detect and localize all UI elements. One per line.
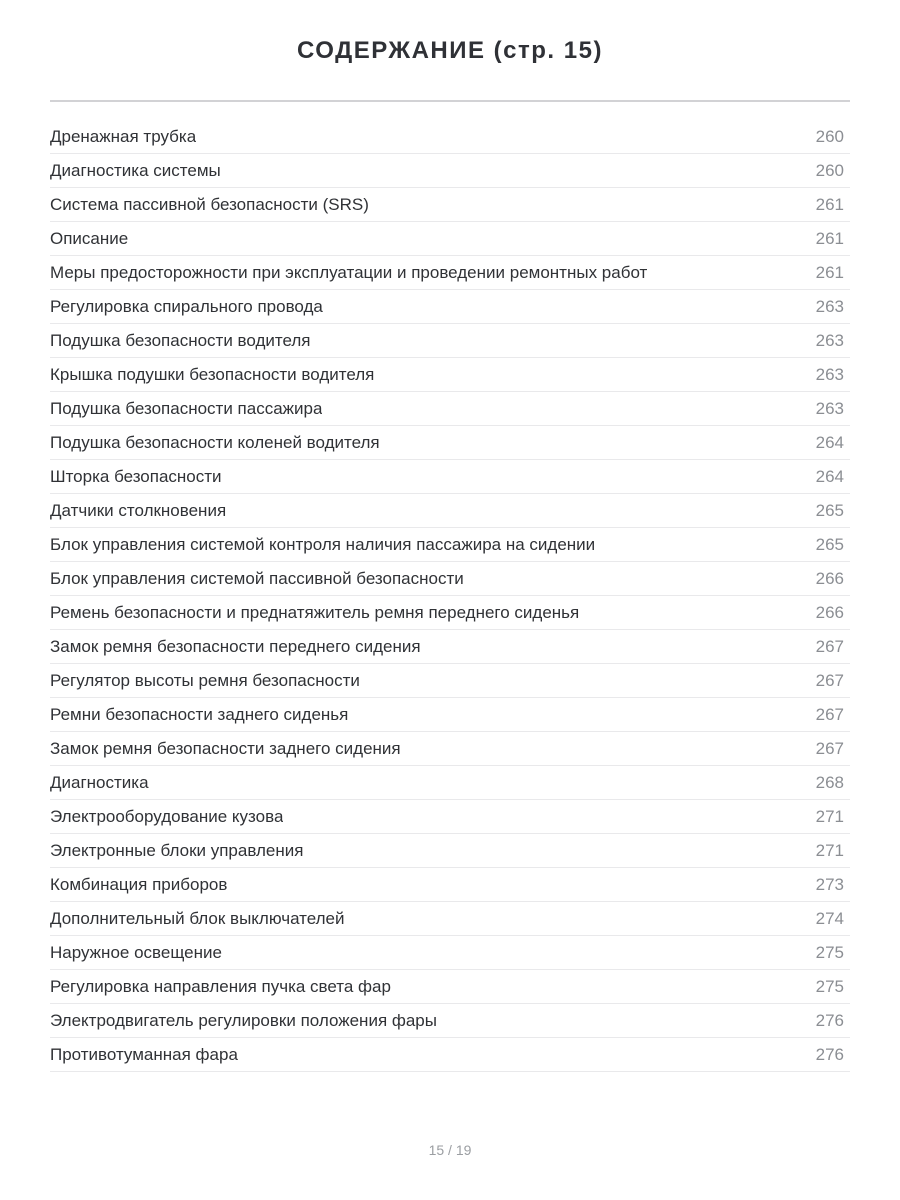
- toc-item-page: 260: [815, 160, 844, 180]
- toc-row[interactable]: Диагностика 268: [50, 766, 850, 800]
- toc-row[interactable]: Регулятор высоты ремня безопасности 267: [50, 664, 850, 698]
- toc-item-page: 271: [815, 806, 844, 826]
- toc-item-label: Дополнительный блок выключателей: [50, 908, 345, 928]
- toc-item-page: 261: [815, 228, 844, 248]
- toc-item-page: 273: [815, 874, 844, 894]
- toc-item-label: Ремни безопасности заднего сиденья: [50, 704, 349, 724]
- toc-row[interactable]: Замок ремня безопасности переднего сиден…: [50, 630, 850, 664]
- page-indicator: 15 / 19: [428, 1142, 472, 1158]
- toc-row[interactable]: Ремни безопасности заднего сиденья 267: [50, 698, 850, 732]
- toc-item-page: 263: [815, 398, 844, 418]
- toc-list: Дренажная трубка 260 Диагностика системы 26…: [50, 120, 850, 1072]
- toc-item-page: 275: [815, 942, 844, 962]
- toc-row[interactable]: Электродвигатель регулировки положения ф…: [50, 1004, 850, 1038]
- toc-row[interactable]: Подушка безопасности водителя 263: [50, 324, 850, 358]
- toc-item-label: Электродвигатель регулировки положения ф…: [50, 1010, 437, 1030]
- title-divider: [50, 100, 850, 102]
- toc-row[interactable]: Замок ремня безопасности заднего сидения…: [50, 732, 850, 766]
- toc-item-page: 261: [815, 262, 844, 282]
- toc-item-page: 271: [815, 840, 844, 860]
- toc-item-label: Подушка безопасности коленей водителя: [50, 432, 380, 452]
- toc-row[interactable]: Противотуманная фара 276: [50, 1038, 850, 1072]
- toc-item-label: Регулировка спирального провода: [50, 296, 323, 316]
- toc-item-label: Меры предосторожности при эксплуатации и…: [50, 262, 648, 282]
- toc-row[interactable]: Электрооборудование кузова 271: [50, 800, 850, 834]
- toc-content: СОДЕРЖАНИЕ (стр. 15) Дренажная трубка 260…: [50, 0, 850, 1072]
- toc-row[interactable]: Электронные блоки управления 271: [50, 834, 850, 868]
- toc-item-label: Дренажная трубка: [50, 126, 197, 146]
- toc-row[interactable]: Блок управления системой пассивной безоп…: [50, 562, 850, 596]
- toc-row[interactable]: Наружное освещение 275: [50, 936, 850, 970]
- toc-row[interactable]: Дополнительный блок выключателей 274: [50, 902, 850, 936]
- toc-item-label: Диагностика системы: [50, 160, 221, 180]
- toc-item-label: Блок управления системой контроля наличи…: [50, 534, 596, 554]
- toc-row[interactable]: Шторка безопасности 264: [50, 460, 850, 494]
- toc-item-page: 261: [815, 194, 844, 214]
- toc-item-page: 264: [815, 432, 844, 452]
- toc-item-page: 276: [815, 1010, 844, 1030]
- toc-row[interactable]: Диагностика системы 260: [50, 154, 850, 188]
- toc-item-page: 265: [815, 500, 844, 520]
- toc-item-page: 268: [815, 772, 844, 792]
- toc-item-page: 267: [815, 738, 844, 758]
- toc-item-page: 264: [815, 466, 844, 486]
- toc-item-label: Ремень безопасности и преднатяжитель рем…: [50, 602, 580, 622]
- toc-row[interactable]: Система пассивной безопасности (SRS) 261: [50, 188, 850, 222]
- toc-row[interactable]: Подушка безопасности коленей водителя 264: [50, 426, 850, 460]
- toc-row[interactable]: Подушка безопасности пассажира 263: [50, 392, 850, 426]
- toc-item-page: 263: [815, 296, 844, 316]
- toc-row[interactable]: Меры предосторожности при эксплуатации и…: [50, 256, 850, 290]
- toc-item-page: 267: [815, 670, 844, 690]
- toc-row[interactable]: Описание 261: [50, 222, 850, 256]
- toc-row[interactable]: Комбинация приборов 273: [50, 868, 850, 902]
- toc-item-label: Противотуманная фара: [50, 1044, 238, 1064]
- toc-item-label: Описание: [50, 228, 129, 248]
- toc-item-label: Подушка безопасности водителя: [50, 330, 311, 350]
- toc-row[interactable]: Крышка подушки безопасности водителя 263: [50, 358, 850, 392]
- page-title: СОДЕРЖАНИЕ (стр. 15): [297, 37, 603, 64]
- toc-item-label: Электрооборудование кузова: [50, 806, 284, 826]
- toc-item-label: Замок ремня безопасности переднего сиден…: [50, 636, 421, 656]
- toc-item-label: Диагностика: [50, 772, 149, 792]
- toc-item-page: 265: [815, 534, 844, 554]
- toc-row[interactable]: Ремень безопасности и преднатяжитель рем…: [50, 596, 850, 630]
- toc-row[interactable]: Дренажная трубка 260: [50, 120, 850, 154]
- toc-row[interactable]: Блок управления системой контроля наличи…: [50, 528, 850, 562]
- toc-item-page: 274: [815, 908, 844, 928]
- toc-item-page: 263: [815, 364, 844, 384]
- toc-item-label: Подушка безопасности пассажира: [50, 398, 323, 418]
- toc-row[interactable]: Датчики столкновения 265: [50, 494, 850, 528]
- toc-item-page: 260: [815, 126, 844, 146]
- toc-item-page: 267: [815, 636, 844, 656]
- toc-item-page: 275: [815, 976, 844, 996]
- toc-item-label: Блок управления системой пассивной безоп…: [50, 568, 464, 588]
- toc-item-label: Электронные блоки управления: [50, 840, 304, 860]
- toc-item-label: Замок ремня безопасности заднего сидения: [50, 738, 401, 758]
- toc-item-label: Крышка подушки безопасности водителя: [50, 364, 375, 384]
- toc-row[interactable]: Регулировка направления пучка света фар 2…: [50, 970, 850, 1004]
- toc-item-label: Датчики столкновения: [50, 500, 227, 520]
- toc-row[interactable]: Регулировка спирального провода 263: [50, 290, 850, 324]
- toc-item-label: Наружное освещение: [50, 942, 222, 962]
- toc-item-page: 263: [815, 330, 844, 350]
- toc-item-label: Комбинация приборов: [50, 874, 228, 894]
- toc-item-page: 276: [815, 1044, 844, 1064]
- toc-item-page: 266: [815, 568, 844, 588]
- toc-item-page: 267: [815, 704, 844, 724]
- toc-item-page: 266: [815, 602, 844, 622]
- toc-item-label: Система пассивной безопасности (SRS): [50, 194, 369, 214]
- toc-item-label: Регулировка направления пучка света фар: [50, 976, 391, 996]
- toc-item-label: Шторка безопасности: [50, 466, 222, 486]
- toc-item-label: Регулятор высоты ремня безопасности: [50, 670, 360, 690]
